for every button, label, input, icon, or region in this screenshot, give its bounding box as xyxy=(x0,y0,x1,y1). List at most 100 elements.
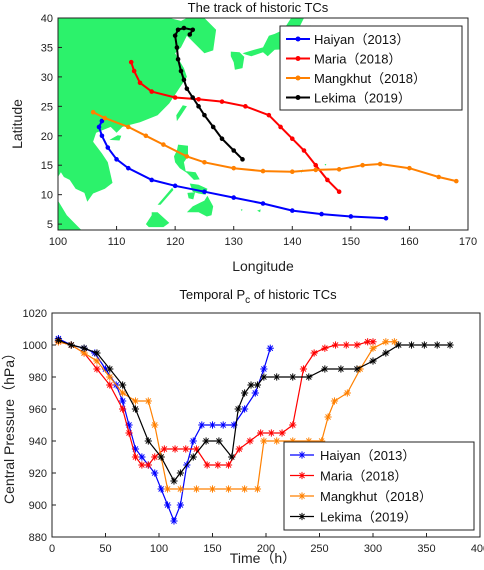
lekima-marker-stroke xyxy=(434,342,441,348)
mangkhut-pressure-point xyxy=(253,485,262,493)
mangkhut-pressure-point xyxy=(192,485,201,493)
track-y-tick-label: 35 xyxy=(41,42,53,54)
lekima-marker-stroke xyxy=(68,342,75,348)
lekima-pressure-point xyxy=(337,365,345,373)
haiyan-pressure-point xyxy=(219,421,227,429)
mangkhut-track-point xyxy=(453,178,459,184)
mangkhut-legend-label: Mangkhut（2018） xyxy=(320,489,432,504)
maria-track-point xyxy=(172,95,178,100)
mangkhut-track-point xyxy=(90,109,96,115)
haiyan-marker-stroke xyxy=(267,345,274,352)
mangkhut-pressure-point xyxy=(208,485,217,493)
mangkhut-pressure-point xyxy=(260,437,268,445)
lekima-pressure-point xyxy=(395,341,403,349)
haiyan-pressure-point xyxy=(251,389,259,397)
mangkhut-track-point xyxy=(102,115,108,121)
maria-pressure-point xyxy=(214,461,222,469)
track-y-tick-label: 30 xyxy=(41,72,53,84)
lekima-pressure-point xyxy=(369,357,377,365)
maria-marker-stroke xyxy=(94,366,100,372)
mangkhut-pressure-point xyxy=(324,413,332,421)
maria-marker-stroke xyxy=(268,430,275,436)
haiyan-track-point xyxy=(202,189,207,195)
maria-pressure-point xyxy=(171,445,179,453)
haiyan-legend-marker xyxy=(298,451,306,459)
lekima-pressure-point xyxy=(234,405,242,413)
mangkhut-pressure-point xyxy=(382,338,390,346)
track-x-tick-label: 150 xyxy=(342,236,360,248)
haiyan-track-point xyxy=(125,165,131,171)
track-panel: The track of historic TCs 100 110 120 130 14… xyxy=(9,0,477,274)
maria-legend-label: Maria（2018） xyxy=(320,469,407,484)
lekima-marker-stroke xyxy=(158,454,165,460)
maria-pressure-line xyxy=(58,341,373,466)
lekima-pressure-point xyxy=(382,349,390,357)
haiyan-track-point xyxy=(99,133,105,139)
haiyan-marker-stroke xyxy=(171,518,177,524)
maria-marker-stroke xyxy=(236,446,243,452)
maria-marker-stroke xyxy=(172,446,178,452)
maria-pressure-point xyxy=(160,445,168,453)
lekima-track-point xyxy=(178,68,184,74)
lekima-pressure-point xyxy=(202,437,210,445)
lekima-marker-stroke xyxy=(228,454,235,460)
pressure-chart-title: Temporal Pc of historic TCs xyxy=(179,287,337,306)
lekima-marker-stroke xyxy=(338,366,344,372)
mangkhut-track-point xyxy=(360,162,365,168)
track-y-tick-label: 5 xyxy=(47,219,53,231)
haiyan-pressure-point xyxy=(138,453,146,461)
maria-marker-stroke xyxy=(247,438,253,444)
haiyan-legend-marker xyxy=(295,36,301,42)
pressure-y-tick-label: 960 xyxy=(29,404,47,416)
mangkhut-pressure-point xyxy=(131,397,140,405)
lekima-pressure-point xyxy=(80,344,88,352)
haiyan-track-point xyxy=(149,177,155,183)
mangkhut-marker-stroke xyxy=(260,438,267,444)
lekima-marker-stroke xyxy=(408,342,415,348)
lekima-track-point xyxy=(240,157,245,162)
maria-pressure-point xyxy=(125,429,133,437)
lekima-pressure-point xyxy=(420,341,428,349)
maria-legend-marker xyxy=(295,56,301,61)
lekima-marker-stroke xyxy=(145,438,152,444)
pressure-x-tick-label: 100 xyxy=(150,543,168,555)
lekima-marker-stroke xyxy=(421,342,428,348)
haiyan-marker-stroke xyxy=(231,422,237,428)
pressure-y-tick-label: 900 xyxy=(29,500,47,512)
maria-pressure-point xyxy=(310,349,318,357)
haiyan-pressure-point xyxy=(189,437,197,445)
mangkhut-pressure-point xyxy=(369,344,377,352)
maria-marker-stroke xyxy=(119,406,126,412)
maria-pressure-point xyxy=(203,461,211,469)
lekima-marker-stroke xyxy=(248,382,254,388)
haiyan-marker-stroke xyxy=(102,366,109,372)
maria-marker-stroke xyxy=(138,462,145,468)
maria-marker-stroke xyxy=(145,462,152,468)
track-x-tick-label: 160 xyxy=(400,236,418,248)
mangkhut-marker-stroke xyxy=(299,493,305,499)
track-chart-title: The track of historic TCs xyxy=(188,0,329,15)
track-y-tick-label: 25 xyxy=(41,101,53,113)
track-x-axis-label: Longitude xyxy=(232,258,294,274)
lekima-marker-stroke xyxy=(106,366,113,372)
lekima-pressure-point xyxy=(67,341,75,349)
lekima-pressure-point xyxy=(176,469,184,477)
pressure-y-tick-label: 880 xyxy=(29,532,47,544)
maria-pressure-point xyxy=(369,338,377,346)
haiyan-track-point xyxy=(99,118,105,124)
mangkhut-marker-stroke xyxy=(344,390,351,396)
lekima-track-point xyxy=(187,32,193,37)
maria-marker-stroke xyxy=(193,446,200,452)
haiyan-pressure-point xyxy=(151,469,159,477)
mangkhut-marker-stroke xyxy=(325,414,331,420)
lekima-pressure-point xyxy=(144,437,152,445)
maria-marker-stroke xyxy=(126,430,132,436)
mangkhut-marker-stroke xyxy=(241,486,248,492)
mangkhut-track-point xyxy=(336,167,342,172)
mangkhut-track-line xyxy=(92,111,457,183)
maria-pressure-point xyxy=(151,453,159,461)
mangkhut-pressure-point xyxy=(330,397,339,405)
haiyan-marker-stroke xyxy=(151,470,158,476)
mangkhut-marker-stroke xyxy=(164,486,171,492)
haiyan-marker-stroke xyxy=(299,452,305,458)
